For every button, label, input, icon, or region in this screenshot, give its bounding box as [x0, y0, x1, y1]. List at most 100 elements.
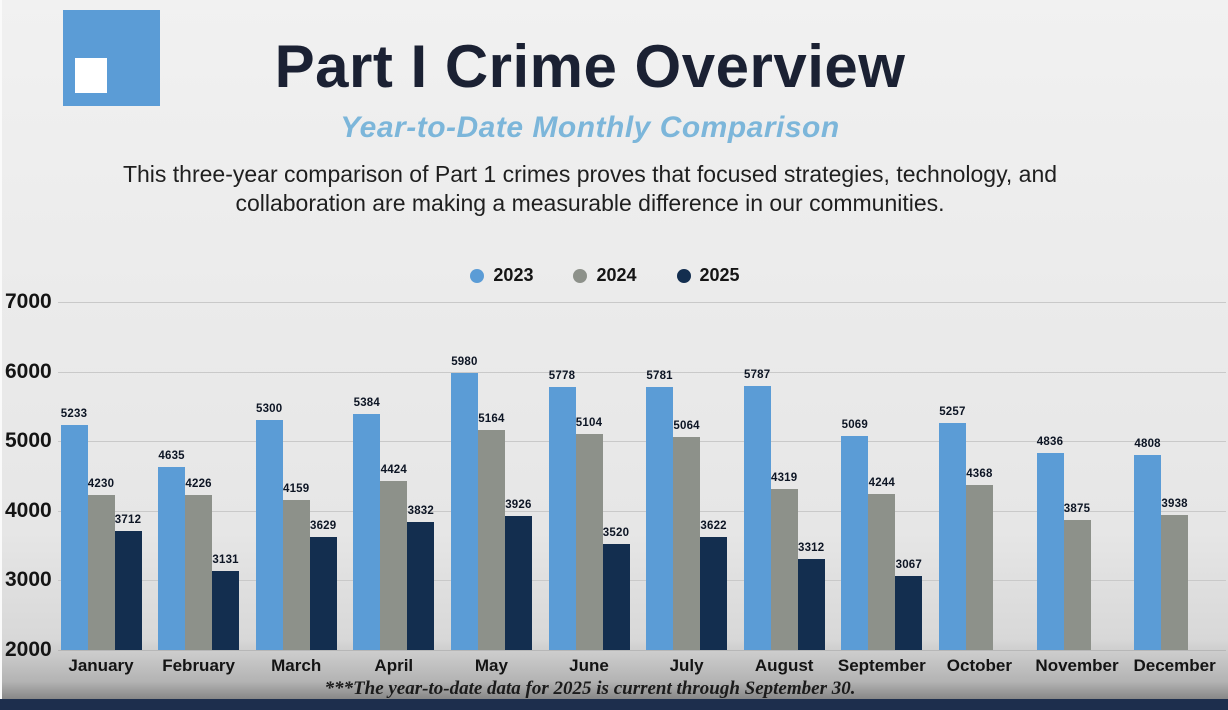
bar-2024-june [575, 433, 603, 650]
x-axis-label-december: December [1133, 656, 1216, 675]
legend-label-2023: 2023 [493, 265, 534, 285]
gridline-6000 [58, 371, 1226, 373]
bar-value-label-2025-august: 3312 [797, 541, 825, 554]
bar-2025-may [504, 515, 532, 650]
bar-2023-july [646, 386, 674, 650]
gridline-7000 [58, 302, 1226, 303]
bar-value-label-2024-december: 3938 [1161, 498, 1188, 511]
bar-value-label-2025-september: 3067 [895, 558, 922, 571]
bar-2024-august [770, 488, 798, 650]
bar-value-label-2024-april: 4424 [380, 464, 407, 477]
legend-item-2023: 2023 [470, 265, 533, 286]
bar-value-label-2025-january: 3712 [114, 513, 142, 526]
y-axis-tick-label-6000: 6000 [5, 359, 52, 383]
bar-value-label-2024-august: 4319 [770, 471, 798, 484]
bar-value-label-2023-september: 5069 [841, 419, 868, 432]
bar-2024-march [282, 499, 310, 650]
bar-value-label-2023-august: 5787 [743, 369, 771, 382]
legend-dot-2025-icon [676, 268, 691, 283]
bar-value-label-2023-march: 5300 [255, 403, 283, 416]
x-axis-label-february: February [162, 656, 235, 675]
bar-2023-september [841, 436, 869, 650]
bar-2025-september [895, 575, 923, 650]
bar-2025-july [700, 537, 728, 650]
bar-2023-january [60, 424, 88, 650]
bar-value-label-2024-october: 4368 [966, 468, 993, 481]
x-axis-label-may: May [474, 656, 508, 675]
bar-2025-january [114, 530, 142, 650]
logo-inner-square [75, 58, 107, 93]
legend-item-2025: 2025 [676, 265, 740, 286]
bar-2025-march [309, 536, 337, 650]
bar-value-label-2025-june: 3520 [602, 527, 630, 540]
x-axis-line [58, 650, 1226, 651]
bar-value-label-2023-july: 5781 [646, 369, 673, 382]
x-axis-label-march: March [271, 656, 322, 675]
bar-value-label-2024-january: 4230 [87, 477, 115, 490]
description-line-2: collaboration are making a measurable di… [235, 190, 945, 216]
bar-2025-february [212, 571, 240, 650]
bar-value-label-2023-april: 5384 [353, 397, 380, 410]
bar-2023-june [548, 387, 576, 650]
bar-value-label-2023-january: 5233 [60, 407, 88, 420]
description: This three-year comparison of Part 1 cri… [0, 160, 1180, 218]
bar-value-label-2024-march: 4159 [282, 482, 310, 495]
x-axis-label-september: September [837, 656, 926, 675]
y-axis-tick-label-4000: 4000 [5, 498, 52, 522]
y-axis-tick-label-5000: 5000 [5, 429, 52, 453]
bar-value-label-2023-november: 4836 [1036, 435, 1064, 448]
bar-2024-october [965, 485, 993, 650]
bar-value-label-2023-december: 4808 [1134, 437, 1161, 450]
bar-value-label-2025-april: 3832 [407, 505, 434, 518]
x-axis-label-november: November [1035, 656, 1119, 675]
y-axis-tick-label-7000: 7000 [5, 290, 52, 313]
x-axis-label-october: October [946, 656, 1012, 675]
bar-2023-december [1134, 454, 1162, 650]
chart-legend: 2023 2024 2025 [0, 265, 1210, 286]
bar-value-label-2024-may: 5164 [478, 412, 505, 425]
bar-2024-january [87, 494, 115, 650]
x-axis-label-july: July [669, 656, 704, 675]
page-subtitle: Year-to-Date Monthly Comparison [340, 111, 840, 144]
bar-2023-february [158, 466, 186, 650]
page-title: Part I Crime Overview [274, 33, 906, 100]
gridline-4000 [58, 510, 1226, 512]
legend-item-2024: 2024 [573, 265, 637, 286]
legend-dot-2023-icon [470, 268, 485, 283]
bar-2024-april [380, 481, 408, 650]
bar-2024-november [1063, 519, 1091, 650]
bar-2023-march [255, 420, 283, 650]
gridline-3000 [58, 580, 1226, 582]
bar-value-label-2024-july: 5064 [673, 419, 700, 432]
bar-value-label-2025-may: 3926 [505, 498, 532, 511]
bar-2025-august [797, 558, 825, 650]
bar-2023-may [450, 372, 478, 650]
bar-value-label-2025-march: 3629 [309, 519, 337, 532]
bar-value-label-2025-february: 3131 [212, 554, 239, 567]
bar-value-label-2023-october: 5257 [939, 406, 966, 419]
x-axis-label-january: January [68, 656, 134, 675]
legend-dot-2024-icon [573, 268, 588, 283]
bar-value-label-2023-february: 4635 [158, 449, 185, 462]
bar-2024-september [868, 493, 896, 650]
bar-value-label-2025-july: 3622 [700, 520, 727, 533]
x-axis-label-april: April [374, 656, 414, 675]
bar-2024-may [477, 429, 505, 650]
y-axis-tick-label-3000: 3000 [5, 568, 52, 592]
bar-value-label-2023-may: 5980 [451, 355, 478, 368]
bar-2024-december [1161, 515, 1189, 650]
bar-2023-october [938, 423, 966, 650]
bar-2024-february [185, 495, 213, 650]
bar-value-label-2024-february: 4226 [185, 478, 212, 491]
bar-value-label-2024-november: 3875 [1063, 502, 1091, 515]
bar-2023-august [743, 386, 771, 650]
logo [63, 10, 160, 106]
bar-2025-june [602, 544, 630, 650]
y-axis-tick-label-2000: 2000 [5, 638, 52, 661]
legend-label-2025: 2025 [699, 265, 740, 285]
footnote: ***The year-to-date data for 2025 is cur… [324, 678, 856, 699]
bar-value-label-2023-june: 5778 [548, 370, 576, 383]
header: Part I Crime Overview Year-to-Date Month… [0, 0, 1180, 218]
